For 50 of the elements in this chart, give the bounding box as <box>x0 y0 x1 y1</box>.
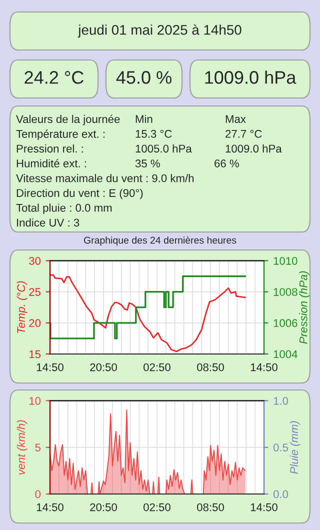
x-tick-label: 14:50 <box>250 363 278 372</box>
y-tick-label: 15 <box>29 350 41 358</box>
text: Direction du vent : E (90°) <box>16 188 143 200</box>
x-tick-label: 08:50 <box>197 503 224 512</box>
y-axis-title: Temp. (°C) <box>16 281 28 334</box>
y2-tick-label: 1006 <box>274 319 298 328</box>
text: 15.3 °C <box>136 130 172 138</box>
x-tick-label: 20:50 <box>90 503 117 512</box>
x-tick-label: 20:50 <box>90 363 117 372</box>
y-tick-label: 25 <box>29 288 41 296</box>
text: Humidité ext. : <box>16 159 86 168</box>
text: Température ext. : <box>16 130 105 140</box>
y-tick-label: 0 <box>35 490 41 498</box>
text: jeudi 01 mai 2025 à 14h50 <box>78 24 242 38</box>
x-tick-label: 14:50 <box>250 503 278 512</box>
text: Valeurs de la journée <box>16 114 120 126</box>
text: 45.0 % <box>116 71 172 84</box>
text: Total pluie : 0.0 mm <box>16 204 112 214</box>
text: 1009.0 hPa <box>226 144 282 153</box>
text: 35 % <box>135 160 160 168</box>
text: 24.2 °C <box>24 71 84 84</box>
text: 1005.0 hPa <box>136 144 192 153</box>
y2-tick-label: 1008 <box>274 288 298 296</box>
y-tick-label: 5 <box>35 444 41 452</box>
text: Indice UV : 3 <box>17 218 80 227</box>
text: 27.7 °C <box>226 130 262 138</box>
x-tick-label: 02:50 <box>144 363 170 372</box>
y2-axis-title: Pression (hPa) <box>299 271 310 344</box>
x-tick-label: 08:50 <box>197 363 224 372</box>
x-tick-label: 02:50 <box>144 503 170 512</box>
y2-tick-label: 0.5 <box>273 444 288 452</box>
y2-tick-label: 1.0 <box>274 396 288 405</box>
x-tick-label: 14:50 <box>36 363 64 372</box>
text: Max <box>226 115 246 123</box>
x-tick-label: 14:50 <box>36 503 64 512</box>
chart-title: Graphique des 24 dernières heures <box>84 236 236 246</box>
y-tick-label: 20 <box>29 319 41 328</box>
text: 1009.0 hPa <box>205 70 296 84</box>
y2-tick-label: 0.0 <box>273 490 288 498</box>
y-axis-title: vent (km/h) <box>16 420 28 475</box>
line-series <box>50 274 246 352</box>
y2-axis-title: Pluie (mm) <box>290 421 300 474</box>
y2-tick-label: 1004 <box>274 350 298 358</box>
y-tick-label: 30 <box>29 256 41 265</box>
text: Pression rel. : <box>16 144 83 153</box>
text: Vitesse maximale du vent : 9.0 km/h <box>16 174 194 182</box>
text: Min <box>136 114 152 123</box>
y2-tick-label: 1010 <box>274 256 298 265</box>
text: 66 % <box>214 160 239 168</box>
y-tick-label: 10 <box>29 396 41 405</box>
